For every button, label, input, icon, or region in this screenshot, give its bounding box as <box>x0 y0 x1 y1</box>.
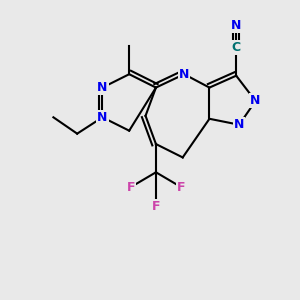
Text: N: N <box>97 81 108 94</box>
Text: C: C <box>232 41 241 54</box>
Text: N: N <box>231 19 242 32</box>
Text: N: N <box>234 118 244 131</box>
Text: F: F <box>126 181 135 194</box>
Text: F: F <box>177 181 185 194</box>
Text: N: N <box>250 94 261 107</box>
Text: N: N <box>179 68 189 81</box>
Text: N: N <box>97 111 108 124</box>
Text: F: F <box>152 200 160 213</box>
